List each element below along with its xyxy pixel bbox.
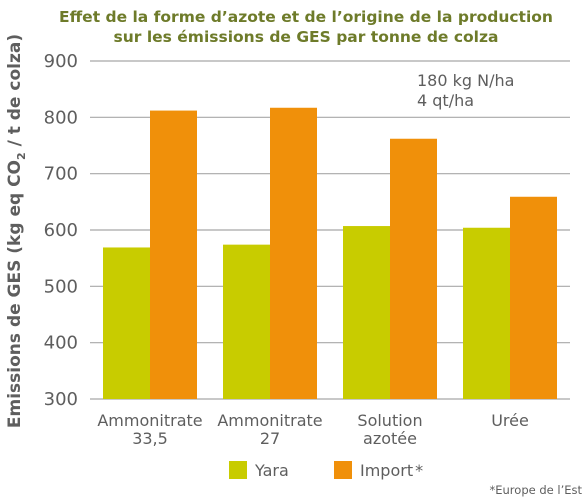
legend: Yara Import * [229, 461, 423, 480]
category-label: 27 [260, 429, 280, 448]
y-tick-label: 300 [44, 389, 78, 410]
category-label: 33,5 [132, 429, 168, 448]
y-tick-label: 400 [44, 333, 78, 354]
legend-swatch-yara [229, 461, 247, 479]
category-label: Urée [491, 411, 529, 430]
bars [103, 107, 557, 400]
bar-yara [223, 244, 270, 399]
bar-import [510, 196, 557, 399]
bar-import [150, 110, 197, 399]
category-labels: Ammonitrate33,5Ammonitrate27Solutionazot… [97, 411, 528, 448]
annotation-yield: 4 qt/ha [417, 91, 474, 110]
bar-yara [103, 247, 150, 399]
legend-label-yara: Yara [254, 461, 289, 480]
legend-swatch-import [334, 461, 352, 479]
y-tick-label: 600 [44, 220, 78, 241]
category-label: Ammonitrate [97, 411, 202, 430]
category-label: azotée [363, 429, 417, 448]
y-tick-label: 900 [44, 51, 78, 72]
chart-title-line-1: Effet de la forme d’azote et de l’origin… [59, 8, 553, 26]
y-tick-labels: 300 400 500 600 700 800 900 [44, 51, 78, 410]
footnote: *Europe de l’Est [490, 483, 583, 497]
legend-label-import: Import * [360, 461, 423, 480]
bar-yara [463, 227, 510, 399]
y-tick-label: 500 [44, 276, 78, 297]
category-label: Solution [357, 411, 422, 430]
bar-import [390, 138, 437, 400]
bar-yara [343, 226, 390, 399]
chart-title-line-2: sur les émissions de GES par tonne de co… [114, 28, 499, 46]
y-axis-label: Emissions de GES (kg eq CO2 / t de colza… [5, 34, 28, 428]
y-tick-label: 700 [44, 164, 78, 185]
category-label: Ammonitrate [217, 411, 322, 430]
bar-import [270, 107, 317, 400]
annotation-rate: 180 kg N/ha [417, 71, 514, 90]
y-tick-label: 800 [44, 107, 78, 128]
